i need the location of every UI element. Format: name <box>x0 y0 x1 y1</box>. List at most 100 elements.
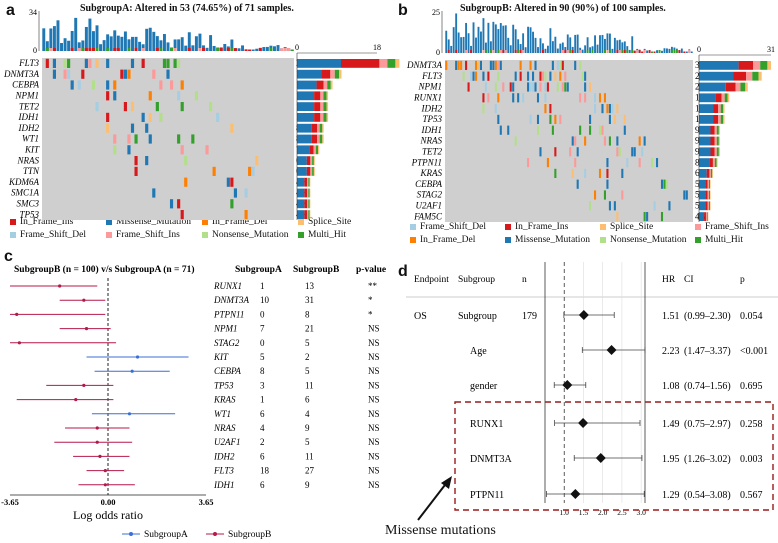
legend-swatch <box>600 224 606 230</box>
c-val-b: 6 <box>305 395 310 405</box>
side-bar-segment <box>699 61 739 70</box>
c-pval: * <box>368 309 373 319</box>
d-hdr-hr: HR <box>662 275 676 285</box>
tmb-bar <box>571 46 574 53</box>
mutation-cell <box>559 71 562 81</box>
tmb-bar <box>685 51 688 53</box>
side-bar-segment <box>714 136 717 146</box>
mutation-cell <box>209 102 213 112</box>
side-bar-segment <box>735 82 741 92</box>
tmb-bar <box>472 22 475 53</box>
side-bar-segment <box>309 177 311 187</box>
mutation-cell <box>651 158 654 168</box>
tmb-bar <box>141 44 145 51</box>
tmb-bar <box>626 46 629 53</box>
mutation-cell <box>194 91 198 101</box>
mutation-cell <box>169 80 174 90</box>
tmb-bar <box>519 44 522 53</box>
side-bar-segment <box>326 91 329 101</box>
tmb-bar-segment <box>631 50 634 53</box>
tmb-bar-segment <box>81 48 85 51</box>
side-bar-segment <box>767 61 771 70</box>
mutation-cell <box>177 134 181 144</box>
side-bar-segment <box>327 80 331 90</box>
c-pval: NS <box>368 423 380 433</box>
tmb-bar <box>611 48 614 53</box>
c-val-a: 7 <box>260 324 265 334</box>
mutation-cell <box>474 71 478 81</box>
c-pval: NS <box>368 338 380 348</box>
tmb-bar <box>606 33 609 53</box>
side-bar-segment <box>304 177 307 187</box>
c-gene: DNMT3A <box>213 295 250 305</box>
side-axis-min: 0 <box>295 43 299 52</box>
gene-label: IDH2 <box>421 103 443 113</box>
mutation-cell <box>512 82 515 92</box>
tmb-bar-segment <box>233 48 237 51</box>
mutation-cell <box>668 201 671 211</box>
d-row-label: RUNX1 <box>470 419 503 430</box>
gene-label: U2AF1 <box>416 201 443 211</box>
c-val-b: 9 <box>305 423 310 433</box>
side-bar-segment <box>760 61 768 70</box>
c-gene: NPM1 <box>213 324 238 334</box>
mutation-cell <box>646 212 649 222</box>
mutation-cell <box>113 145 117 155</box>
tmb-bar <box>42 28 46 51</box>
tmb-bar-segment <box>187 48 191 51</box>
mutation-cell <box>212 166 216 176</box>
side-bar-segment <box>718 115 721 124</box>
mutation-cell <box>529 114 532 124</box>
tmb-bar-segment <box>113 48 117 51</box>
tmb-bar <box>462 36 465 53</box>
mutation-cell <box>106 91 110 101</box>
legend-swatch <box>298 219 304 225</box>
c-point <box>103 469 107 473</box>
c-legend-a-dot <box>129 532 133 536</box>
mutation-cell <box>584 168 587 178</box>
tmb-bar <box>507 37 510 53</box>
mutation-cell <box>148 112 152 122</box>
mutation-cell <box>579 125 582 135</box>
tmb-bar-segment <box>604 50 606 53</box>
panel-a-title: SubgroupA: Altered in 53 (74.65%) of 71 … <box>80 3 294 14</box>
c-title: SubgroupB (n = 100) v/s SubgroupA (n = 7… <box>14 264 194 275</box>
side-bar-segment <box>699 201 706 211</box>
side-bar-segment <box>387 59 396 68</box>
tmb-bar-segment <box>269 48 273 51</box>
side-bar-segment <box>699 179 706 189</box>
mutation-cell <box>616 104 619 114</box>
tmb-bar-segment <box>579 50 582 53</box>
tmb-bar <box>680 48 683 53</box>
tmb-bar <box>445 30 448 53</box>
tmb-bar <box>591 46 594 53</box>
mutation-cell <box>502 82 505 92</box>
mutation-cell <box>512 93 515 103</box>
side-bar-segment <box>699 147 711 157</box>
tmb-bar <box>484 42 487 53</box>
mutation-cell <box>608 136 611 146</box>
tmb-bar <box>601 34 604 53</box>
mutation-cell <box>484 82 487 92</box>
side-bar-segment <box>334 69 340 79</box>
c-col-p: p-value <box>356 265 386 275</box>
mutation-cell <box>685 190 688 200</box>
mutation-cell <box>564 71 567 81</box>
mutation-cell <box>169 199 174 209</box>
legend-label: In_Frame_Del <box>212 217 268 227</box>
tmb-bar-segment <box>623 50 626 53</box>
side-bar-segment <box>395 59 400 68</box>
tmb-bar <box>223 44 227 51</box>
mutation-cell <box>177 199 181 209</box>
tmb-bar <box>74 17 78 52</box>
mutation-cell <box>489 60 492 70</box>
side-bar-segment <box>699 136 711 146</box>
tmb-bar-segment <box>244 49 248 51</box>
mutation-cell <box>683 190 686 200</box>
mutation-cell <box>191 134 195 144</box>
tmb-bar-segment <box>49 48 53 51</box>
tmb-bar-segment <box>258 48 262 51</box>
mutation-cell <box>584 71 587 81</box>
c-point <box>58 284 62 288</box>
mutation-cell <box>499 125 502 135</box>
